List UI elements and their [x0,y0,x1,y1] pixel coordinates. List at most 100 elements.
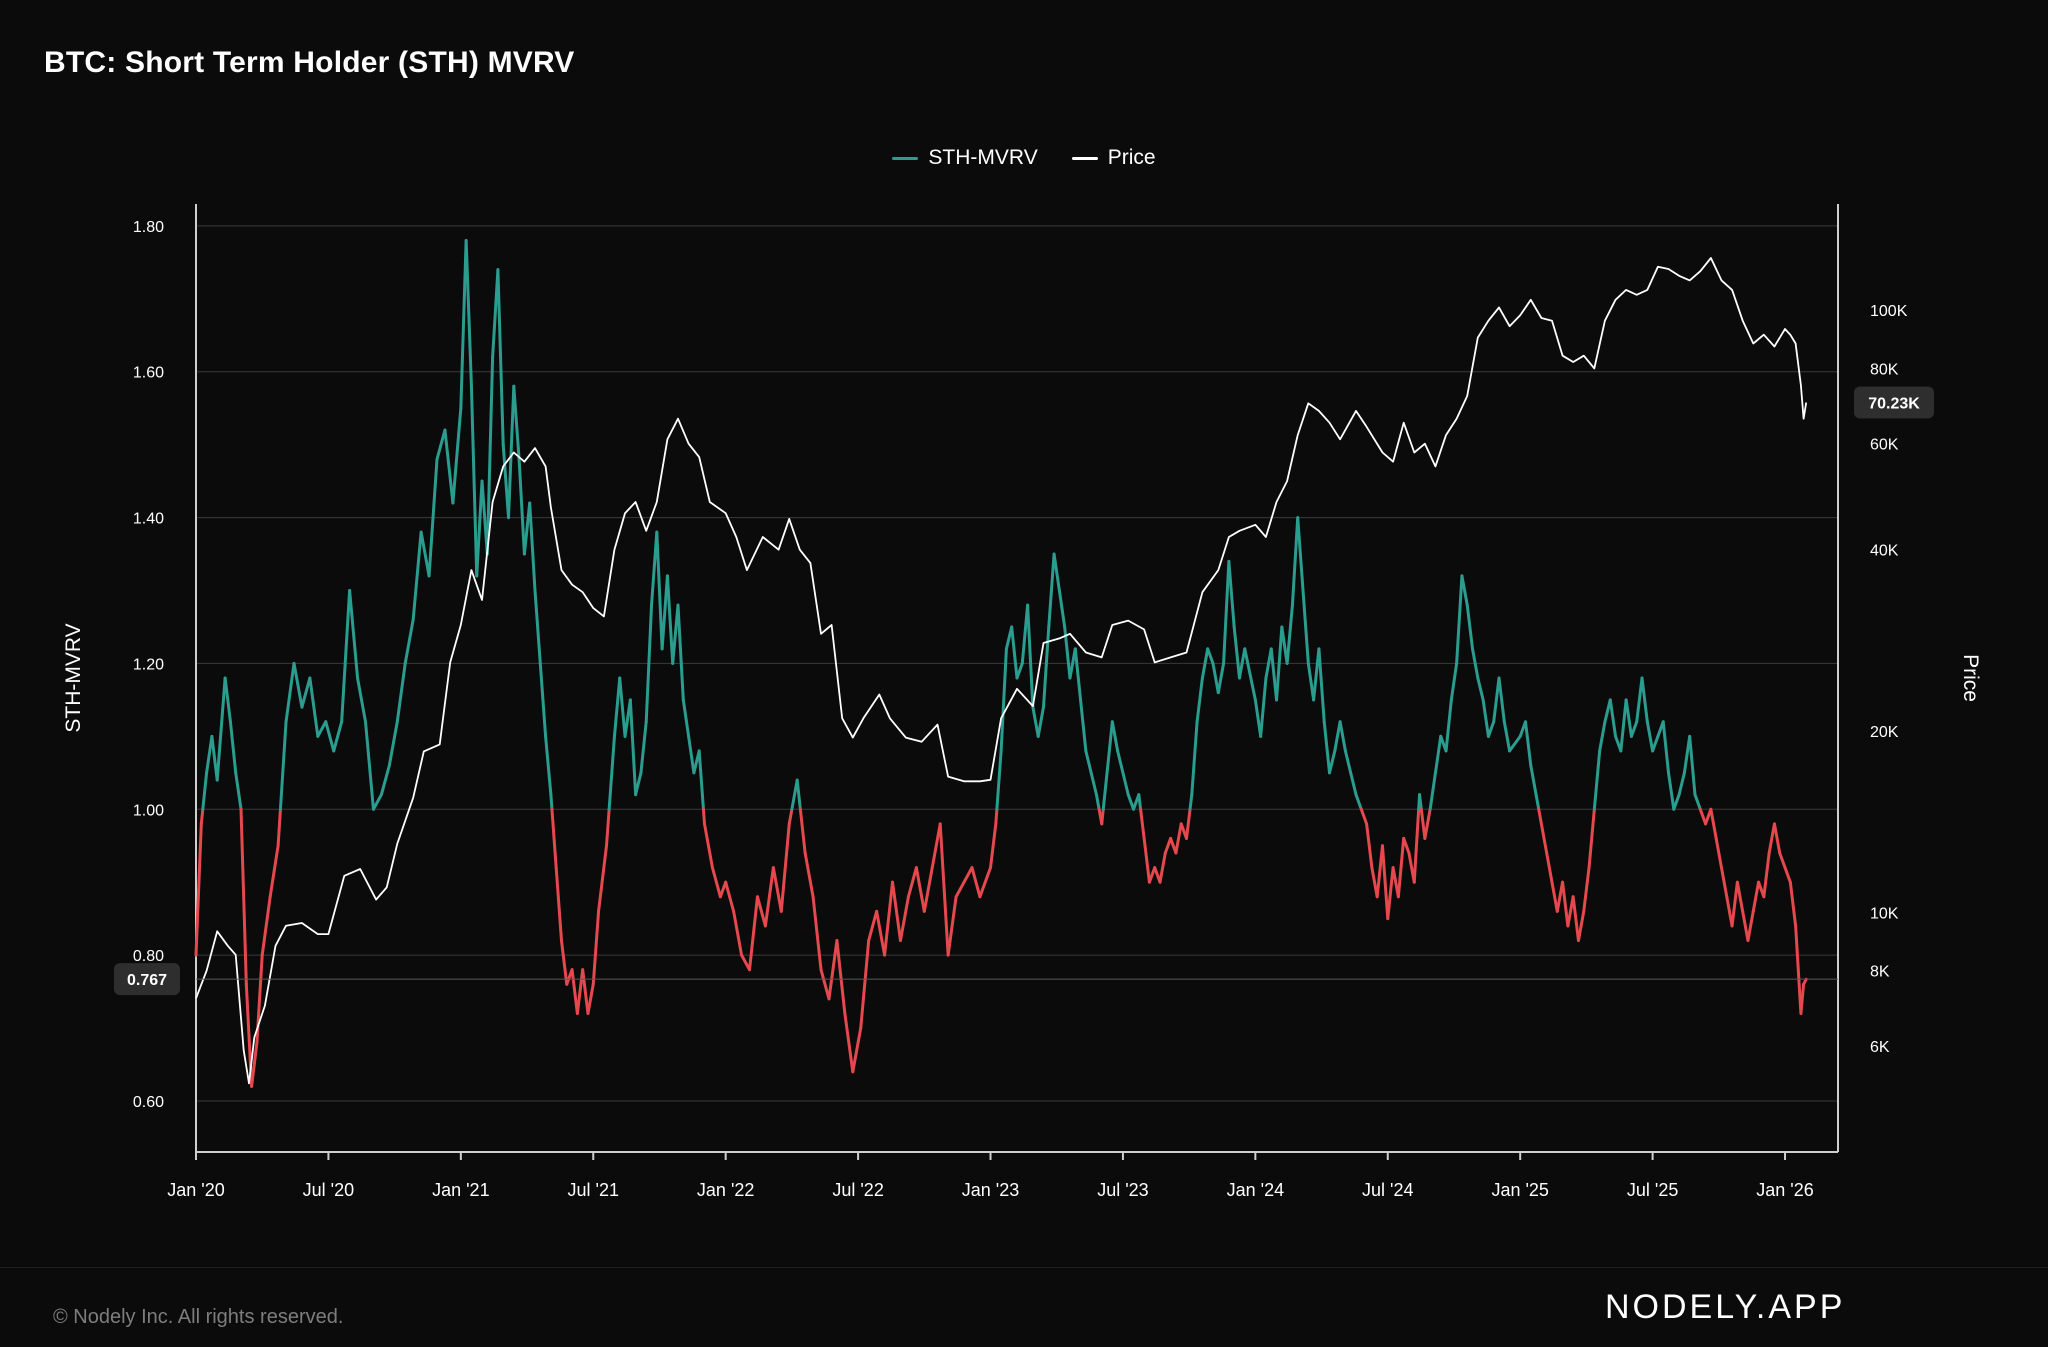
sth-mvrv-segment [634,771,643,797]
sth-mvrv-segment [1317,647,1326,724]
sth-mvrv-segment [1688,734,1697,797]
sth-mvrv-segment [1672,793,1681,811]
sth-mvrv-segment [1290,516,1300,607]
sth-mvrv-segment [1465,603,1475,651]
sth-mvrv-segment [755,895,767,928]
sth-mvrv-segment [1322,720,1332,775]
sth-mvrv-segment [1534,793,1541,811]
sth-mvrv-segment [528,501,537,592]
sth-mvrv-segment [1592,749,1602,811]
sth-mvrv-segment [485,355,495,556]
sth-mvrv-segment [1635,676,1644,724]
y-right-tick-label: 20K [1870,724,1899,741]
sth-mvrv-segment [1015,661,1024,680]
sth-mvrv-segment [883,880,895,957]
sth-mvrv-segment [464,238,473,388]
sth-mvrv-segment [223,676,232,724]
sth-mvrv-segment [1227,559,1236,629]
sth-mvrv-segment [1079,698,1088,753]
legend-item-price[interactable]: Price [1071,146,1156,170]
sth-mvrv-segment [989,822,998,870]
sth-mvrv-segment [379,764,391,797]
sth-mvrv-segment [575,968,585,1015]
sth-mvrv-segment [276,807,282,848]
sth-mvrv-segment [419,530,431,578]
sth-mvrv-segment [1296,516,1305,592]
sth-mvrv-segment [701,807,706,826]
sth-mvrv-segment [1550,880,1559,913]
legend-swatch-price [1071,156,1098,160]
sth-mvrv-segment [387,720,399,768]
sth-mvrv-segment [970,866,982,899]
sth-mvrv-segment [427,457,439,578]
sth-mvrv-segment [260,895,272,957]
sth-mvrv-segment [1047,552,1056,629]
sth-mvrv-segment [1714,836,1723,870]
sth-mvrv-segment [1184,807,1192,840]
sth-mvrv-segment [639,720,648,775]
footer-divider [0,1267,2048,1268]
sth-mvrv-segment [843,1011,855,1074]
sth-mvrv-segment [954,880,966,899]
sth-mvrv-segment [732,909,744,957]
sth-mvrv-segment [859,939,871,1030]
sth-mvrv-segment [644,603,654,724]
sth-mvrv-segment [284,661,296,724]
sth-mvrv-segment [1778,851,1787,870]
sth-mvrv-segment [1502,720,1512,753]
y-left-tick-label: 1.00 [133,802,164,819]
sth-mvrv-segment [1640,676,1649,724]
sth-mvrv-segment [1338,720,1347,753]
sth-mvrv-segment [228,720,238,775]
sth-mvrv-segment [1275,625,1284,702]
sth-mvrv-segment [1661,720,1671,775]
sth-mvrv-segment [581,968,590,1015]
y-right-tick-label: 80K [1870,361,1899,378]
sth-mvrv-segment [1449,661,1459,702]
sth-mvrv-segment [363,720,375,811]
sth-mvrv-segment [1121,771,1130,797]
sth-mvrv-segment [411,530,423,622]
sth-mvrv-segment [1709,807,1718,840]
sth-mvrv-segment [1052,552,1061,592]
sth-mvrv-segment [1667,771,1676,811]
x-tick-label: Jul '25 [1627,1180,1678,1200]
legend-label-sth-mvrv: STH-MVRV [928,146,1038,169]
sth-mvrv-segment [827,939,839,1001]
legend-item-sth-mvrv[interactable]: STH-MVRV [892,146,1038,170]
y-right-tick-label: 8K [1870,964,1890,981]
sth-mvrv-segment [1677,771,1686,797]
sth-mvrv-segment [496,268,505,447]
sth-mvrv-segment [1365,822,1374,870]
brand-logo: NODELY.APP [1605,1288,1846,1326]
sth-mvrv-segment [1100,807,1105,826]
sth-mvrv-segment [763,866,775,928]
sth-mvrv-segment [1619,698,1628,753]
sth-mvrv-segment [1582,866,1591,913]
sth-mvrv-segment [660,574,669,651]
legend-swatch-sth-mvrv [892,156,919,160]
sth-mvrv-segment [1772,822,1782,855]
sth-mvrv-segment [1188,793,1194,811]
sth-mvrv-segment [748,895,759,972]
sth-mvrv-segment [1523,720,1533,768]
sth-mvrv-segment [1783,866,1792,884]
sth-mvrv-segment [1481,698,1490,738]
sth-mvrv-segment [250,1041,259,1088]
sth-mvrv-segment [1386,866,1395,921]
current-mvrv-label: 0.767 [127,972,167,989]
x-tick-label: Jan '23 [962,1180,1019,1200]
sth-mvrv-segment [1412,807,1421,884]
x-tick-label: Jul '22 [832,1180,883,1200]
sth-mvrv-segment [697,749,705,811]
sth-mvrv-segment [1158,851,1167,884]
sth-mvrv-segment [1174,822,1183,855]
sth-mvrv-segment [1762,851,1771,899]
current-mvrv-badge [114,963,180,996]
sth-mvrv-segment [340,588,352,724]
chart-title: BTC: Short Term Holder (STH) MVRV [44,46,575,79]
sth-mvrv-segment [1402,836,1411,855]
sth-mvrv-segment [332,720,344,753]
sth-mvrv-segment [1380,844,1390,921]
sth-mvrv-segment [994,807,999,826]
